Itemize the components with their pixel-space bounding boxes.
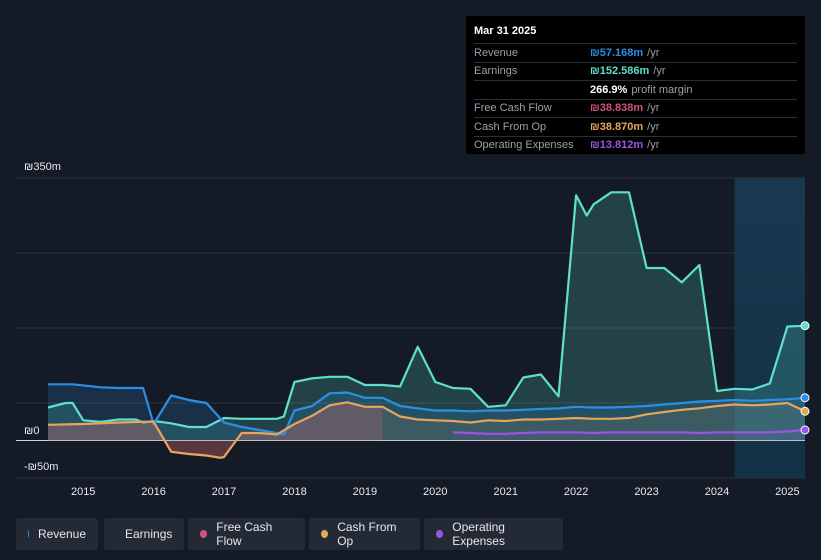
legend-item[interactable]: Operating Expenses [424,518,563,550]
end-marker [800,393,810,403]
tooltip-unit: /yr [653,65,666,78]
series-area-free-cash-flow [48,402,383,458]
tooltip-row: Cash From Op ₪38.870m/yr [474,117,797,136]
legend-item[interactable]: Earnings [104,518,184,550]
tooltip-value: ₪152.586m [590,65,650,78]
tooltip-row: Earnings ₪152.586m/yr [474,61,797,81]
series-line-revenue [48,383,806,436]
tooltip-row: 266.9% profit margin [474,80,797,99]
end-marker [800,425,810,435]
x-tick-label: 2022 [564,486,588,498]
end-marker [800,406,810,416]
tooltip-value: 266.9% [590,83,628,96]
tooltip-unit: /yr [647,120,660,133]
legend-label: Earnings [125,527,173,541]
legend-dot-icon [436,530,444,538]
tooltip-row: Revenue ₪57.168m/yr [474,43,797,62]
x-tick-label: 2020 [423,486,447,498]
tooltip-label: Earnings [474,65,518,78]
tooltip-row: Free Cash Flow ₪38.838m/yr [474,98,797,118]
x-tick-label: 2017 [212,486,236,498]
series-area-earnings [48,192,805,441]
tooltip-label: Cash From Op [474,120,547,133]
legend-label: Operating Expenses [452,520,505,548]
x-tick-label: 2024 [705,486,729,498]
y-tick-label: ₪350m [24,161,61,173]
end-marker [800,321,810,331]
tooltip-value: ₪38.838m [590,102,644,115]
tooltip-unit: /yr [647,139,660,152]
x-tick-label: 2019 [353,486,377,498]
tooltip-value: ₪38.870m [590,120,644,133]
tooltip-label: Operating Expenses [474,139,574,152]
tooltip-panel: Mar 31 2025 Revenue ₪57.168m/yr Earnings ₪1… [466,16,805,154]
legend-dot-icon [200,530,208,538]
y-tick-label: -₪50m [24,461,58,473]
legend-dot-icon [321,530,329,538]
legend-item[interactable]: Revenue [16,518,98,550]
x-tick-label: 2025 [775,486,799,498]
legend-item[interactable]: Cash From Op [309,518,420,550]
series-line-cash-from-op [47,401,806,459]
tooltip-unit: profit margin [631,83,693,96]
legend-label: Revenue [37,527,86,541]
x-tick-label: 2018 [282,486,306,498]
tooltip-value: ₪57.168m [590,46,644,59]
tooltip-date: Mar 31 2025 [474,25,537,37]
tooltip-label: Free Cash Flow [474,102,552,115]
tooltip-unit: /yr [647,46,660,59]
x-tick-label: 2016 [141,486,165,498]
series-line-operating-expenses [452,428,806,435]
x-tick-label: 2021 [493,486,517,498]
x-tick-label: 2023 [634,486,658,498]
legend-label: Free Cash Flow [216,520,273,548]
y-tick-label: ₪0 [24,425,39,437]
legend-item[interactable]: Free Cash Flow [188,518,305,550]
tooltip-unit: /yr [647,102,660,115]
chart-svg: ₪350m ₪0 -₪50m 2015 2016 2017 2018 2019 2020 2021… [16,161,810,498]
legend-dot-icon [28,530,29,538]
tooltip-row: Operating Expenses ₪13.812m/yr [474,135,797,155]
tooltip-value: ₪13.812m [590,139,644,152]
legend-label: Cash From Op [337,520,397,548]
series-area-cash-from-op [48,402,805,458]
tooltip-label: Revenue [474,46,519,59]
x-tick-label: 2015 [71,486,95,498]
